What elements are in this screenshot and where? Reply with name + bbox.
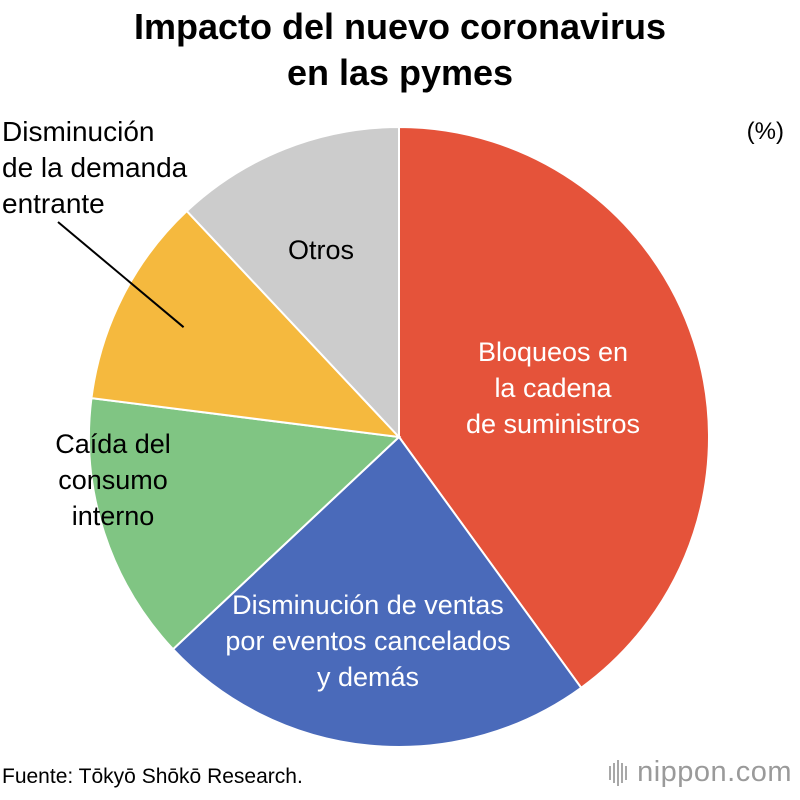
- chart-title-line-1: Impacto del nuevo coronavirus: [133, 6, 667, 47]
- slice-label-line: y demás: [317, 662, 419, 692]
- slice-label-2: Caída del consumo interno: [55, 429, 171, 531]
- logo-name: nippon: [637, 756, 728, 788]
- slice-label-line: de suministros: [466, 409, 640, 439]
- unit-label: (%): [746, 118, 784, 145]
- pie-slice-4: [185, 125, 400, 440]
- pie-slice-3: [90, 209, 402, 439]
- slice-label-line: consumo: [58, 465, 168, 495]
- slice-label-line: Caída del: [55, 429, 171, 459]
- slice-label-line: entrante: [2, 188, 105, 219]
- slice-label-1: Disminución de ventas por eventos cancela…: [225, 590, 510, 692]
- chart-title: Impacto del nuevo coronavirus en las pym…: [0, 4, 800, 96]
- pie-slice-0: [398, 125, 710, 690]
- slice-label-demanda-entrante: Disminución de la demanda entrante: [2, 114, 187, 222]
- leader-line: [57, 221, 185, 328]
- slice-label-line: de la demanda: [2, 152, 188, 183]
- logo-suffix: .com: [727, 756, 792, 788]
- slice-label-4: Otros: [288, 235, 354, 265]
- slice-label-line: Otros: [288, 235, 354, 265]
- pie-slice-1: [171, 435, 583, 748]
- slice-label-line: Disminución: [2, 116, 155, 147]
- slice-label-0: Bloqueos en la cadena de suministros: [466, 337, 640, 439]
- pie-labels: Bloqueos en la cadena de suministros Dismin…: [55, 221, 640, 692]
- logo-bars-icon: [609, 756, 629, 789]
- slice-label-line: interno: [72, 501, 155, 531]
- slice-label-line: Bloqueos en: [478, 337, 628, 367]
- slice-label-line: por eventos cancelados: [225, 626, 510, 656]
- source-note: Fuente: Tōkyō Shōkō Research.: [2, 765, 303, 788]
- pie-slice-2: [88, 397, 402, 651]
- slice-label-line: Disminución de ventas: [232, 590, 504, 620]
- chart-title-line-2: en las pymes: [286, 52, 514, 93]
- nippon-logo: nippon .com: [609, 756, 792, 789]
- pie-slices: [88, 125, 710, 748]
- slice-label-line: la cadena: [494, 373, 612, 403]
